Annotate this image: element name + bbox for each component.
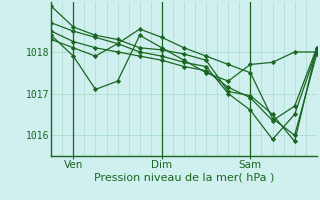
X-axis label: Pression niveau de la mer( hPa ): Pression niveau de la mer( hPa ) bbox=[94, 173, 274, 183]
